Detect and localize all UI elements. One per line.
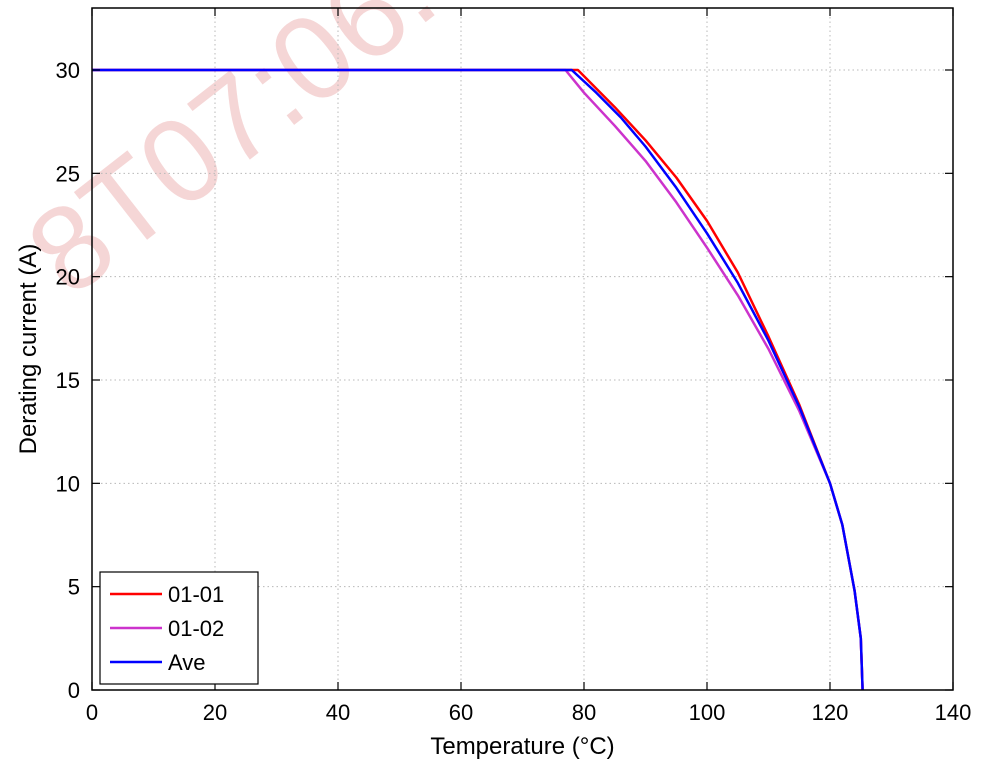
y-tick-label: 25: [56, 161, 80, 186]
x-axis-title: Temperature (°C): [430, 733, 614, 760]
legend-label: 01-02: [168, 616, 224, 641]
watermark: 8T07:06:322: [4, 0, 618, 320]
y-tick-label: 10: [56, 471, 80, 496]
x-tick-label: 0: [86, 700, 98, 725]
y-tick-label: 0: [68, 678, 80, 703]
legend-label: Ave: [168, 650, 206, 675]
watermark-text: 8T07:06:322: [4, 0, 618, 320]
y-axis-title: Derating current (A): [15, 244, 42, 455]
x-tick-label: 120: [812, 700, 849, 725]
legend-label: 01-01: [168, 582, 224, 607]
x-tick-label: 20: [203, 700, 227, 725]
y-tick-label: 30: [56, 58, 80, 83]
x-tick-label: 40: [326, 700, 350, 725]
series-lines: [92, 68, 864, 691]
x-tick-label: 140: [935, 700, 972, 725]
series-line-ave: [92, 68, 864, 691]
x-tick-label: 80: [572, 700, 596, 725]
plot-frame: [91, 7, 954, 691]
x-tick-label: 60: [449, 700, 473, 725]
legend: 01-01 01-02 Ave: [99, 571, 259, 685]
y-tick-label: 20: [56, 265, 80, 290]
y-tick-label: 5: [68, 575, 80, 600]
axis-ticks: 0 20 40 60 80 100 120 140 0 5 10 15 20 25 30: [56, 8, 972, 725]
y-tick-label: 15: [56, 368, 80, 393]
x-tick-label: 100: [689, 700, 726, 725]
